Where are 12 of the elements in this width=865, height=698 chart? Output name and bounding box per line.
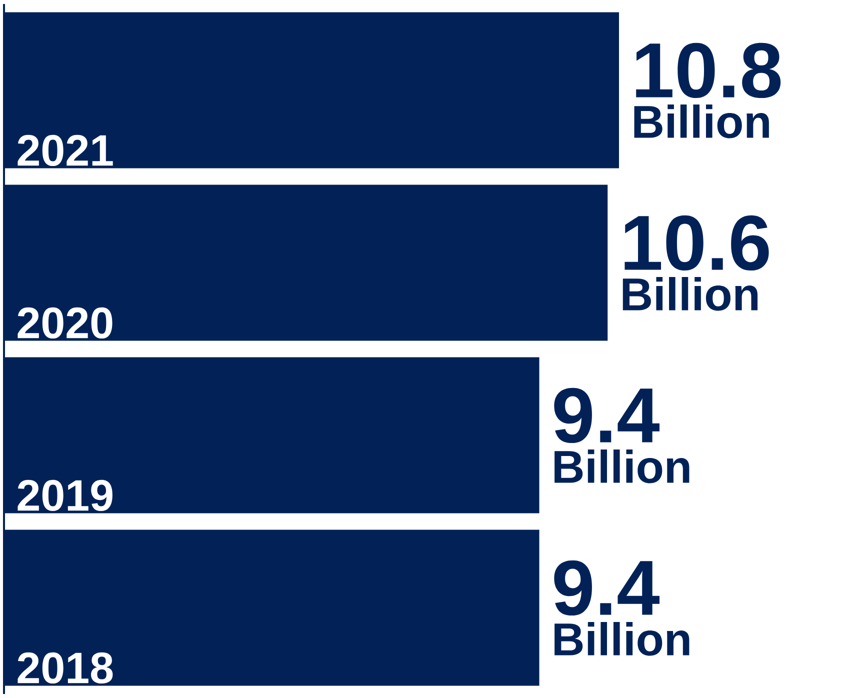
annotation: Billion (554, 622, 690, 656)
annotation: Billion (554, 449, 690, 484)
data-label: 9.4 (554, 560, 660, 616)
y-tick-label: 2018 (18, 652, 113, 684)
data-label: 10.8 (636, 42, 781, 98)
y-tick-label: 2020 (18, 307, 112, 339)
y-tick-label: 2019 (18, 480, 112, 512)
data-label: 10.6 (624, 215, 769, 271)
y-tick-label: 2021 (18, 134, 113, 166)
annotation: Billion (622, 276, 758, 311)
annotation: Billion (634, 104, 769, 138)
data-label: 9.4 (554, 388, 660, 444)
